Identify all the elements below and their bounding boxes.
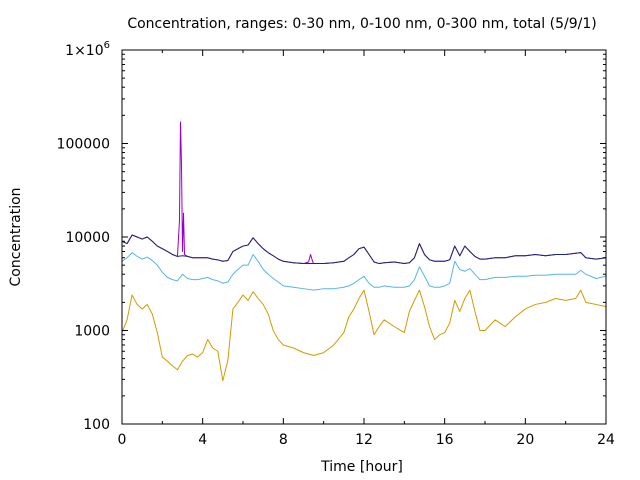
y-tick-label: 1×106: [65, 40, 110, 59]
x-tick-label: 0: [118, 432, 127, 448]
x-tick-label: 8: [279, 432, 288, 448]
y-tick-label: 100000: [57, 137, 110, 153]
chart-title: Concentration, ranges: 0-30 nm, 0-100 nm…: [127, 16, 596, 32]
x-tick-label: 24: [597, 432, 615, 448]
series-line-4: [121, 234, 607, 265]
series-line-1: [121, 289, 607, 382]
x-tick-label: 4: [198, 432, 207, 448]
plot-frame: [121, 49, 607, 425]
x-tick-label: 20: [516, 432, 534, 448]
series-line-3: [121, 121, 607, 265]
series-line-2: [121, 252, 607, 291]
y-tick-label: 10000: [65, 230, 110, 246]
y-tick-label: 1000: [74, 324, 110, 340]
x-tick-label: 16: [436, 432, 454, 448]
y-tick-label: 100: [83, 417, 110, 433]
y-axis-label: Concentration: [8, 187, 24, 286]
series-layer: [121, 121, 607, 382]
ticks-layer: 0 4 8 12 16 20 24 100 1000 10000 100000 1×106: [57, 40, 615, 448]
x-axis-label: Time [hour]: [320, 459, 403, 475]
x-tick-label: 12: [355, 432, 373, 448]
